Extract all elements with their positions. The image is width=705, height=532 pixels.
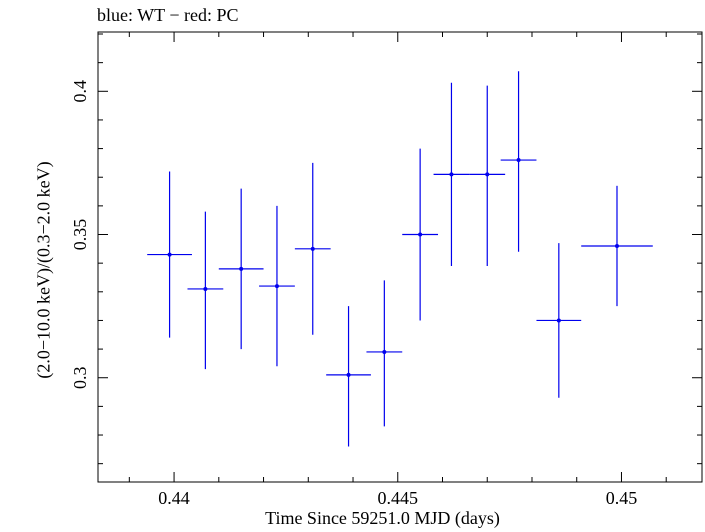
point-marker — [418, 232, 423, 237]
y-tick-label: 0.35 — [70, 219, 90, 251]
point-marker — [382, 349, 387, 354]
data-points — [147, 71, 653, 447]
data-point — [187, 211, 224, 370]
data-point — [500, 71, 537, 252]
data-point — [218, 188, 264, 350]
plot-border — [97, 31, 703, 483]
data-point — [294, 162, 331, 335]
point-marker — [346, 372, 351, 377]
chart-title: blue: WT − red: PC — [97, 5, 239, 25]
data-point — [433, 82, 470, 267]
point-marker — [167, 252, 172, 257]
data-point — [469, 85, 506, 267]
x-tick-label: 0.44 — [158, 488, 190, 508]
point-marker — [485, 172, 490, 177]
y-axis-label: (2.0−10.0 keV)/(0.3−2.0 keV) — [33, 161, 54, 379]
point-marker — [203, 286, 208, 291]
y-axis: 0.3 0.35 0.4 — [70, 33, 702, 465]
data-point — [259, 205, 295, 367]
x-tick-label: 0.45 — [606, 488, 638, 508]
point-marker — [516, 158, 521, 163]
x-axis-label: Time Since 59251.0 MJD (days) — [265, 508, 500, 528]
point-marker — [310, 246, 315, 251]
y-tick-label: 0.4 — [70, 80, 90, 103]
point-marker — [449, 172, 454, 177]
data-point — [402, 148, 439, 321]
x-tick-label: 0.445 — [378, 488, 419, 508]
data-point — [147, 171, 192, 338]
point-marker — [614, 243, 619, 248]
point-marker — [239, 266, 244, 271]
data-point — [581, 185, 653, 307]
data-point — [536, 243, 582, 398]
y-tick-label: 0.3 — [70, 366, 90, 389]
point-marker — [274, 284, 279, 289]
plot-frame — [97, 31, 703, 483]
x-axis: 0.44 0.445 0.45 — [128, 32, 667, 508]
data-point — [326, 306, 371, 447]
data-point — [366, 280, 403, 427]
point-marker — [556, 318, 561, 323]
